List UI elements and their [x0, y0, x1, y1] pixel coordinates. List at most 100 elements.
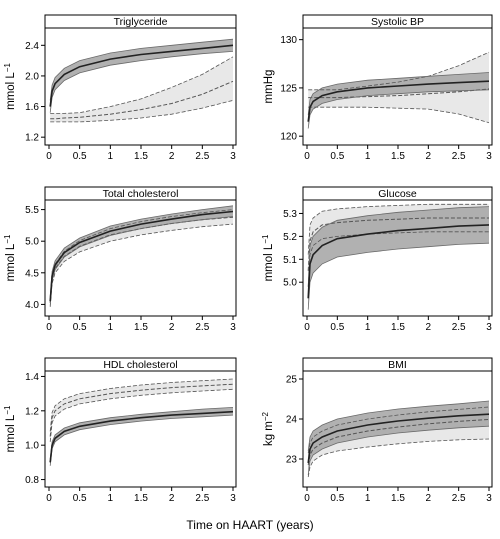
y-tick-label: 120	[280, 132, 297, 143]
x-tick-label: 2.5	[195, 322, 209, 333]
x-tick-label: 3	[486, 151, 492, 162]
x-tick-label: 2	[169, 151, 175, 162]
ci-upper-line-1	[307, 203, 489, 255]
y-tick-label: 1.6	[25, 102, 39, 113]
x-tick-label: 1.5	[134, 493, 148, 504]
panel-strip	[302, 14, 493, 29]
x-tick-label: 0	[46, 322, 52, 333]
ci-upper-line-1	[308, 51, 490, 91]
ci-upper-line-1	[307, 406, 490, 454]
x-tick-label: 3	[230, 322, 236, 333]
ci-band-0	[308, 401, 489, 475]
ci-upper-line-1	[50, 56, 234, 114]
series-line-0	[307, 413, 490, 464]
panel-title: HDL cholesterol	[103, 359, 177, 371]
y-tick-label: 1.0	[25, 441, 39, 452]
ci-upper-line-0	[49, 38, 234, 101]
x-tick-label: 1	[365, 151, 371, 162]
series-line-0	[49, 210, 234, 302]
x-tick-label: 2	[426, 493, 432, 504]
x-tick-label: 1	[108, 493, 114, 504]
y-tick-label: 1.4	[25, 372, 39, 383]
panel-strip	[44, 14, 237, 29]
y-tick-label: 5.0	[283, 278, 297, 289]
ci-lower-line-0	[49, 414, 234, 466]
x-tick-label: 0	[46, 151, 52, 162]
ci-lower-line-1	[49, 223, 234, 307]
panel-title: Systolic BP	[371, 16, 424, 28]
x-tick-label: 3	[230, 151, 236, 162]
series-line-1	[49, 383, 234, 437]
x-tick-label: 2.5	[452, 493, 466, 504]
x-tick-label: 1	[108, 151, 114, 162]
y-tick-label: 25	[286, 375, 298, 386]
ci-band-0	[50, 407, 234, 466]
panel-5: BMI 0 0.5 1 1.5 2 2.5 3 23 24 25 kg m−2	[261, 357, 493, 504]
panel-title: Total cholesterol	[103, 188, 179, 200]
x-tick-label: 1.5	[391, 151, 405, 162]
panel-0: Triglyceride 0 0.5 1 1.5 2 2.5 3 1.2 1.6 2.0 2.4 mmo…	[3, 14, 237, 162]
panel-strip	[44, 186, 237, 201]
panel-title: Triglyceride	[114, 16, 168, 28]
panel-strip	[302, 357, 493, 372]
y-tick-label: 4.0	[25, 300, 39, 311]
y-tick-label: 24	[286, 415, 298, 426]
x-tick-label: 3	[486, 493, 492, 504]
y-axis-label: mmol L−1	[3, 405, 17, 452]
ci-lower-line-0	[49, 216, 234, 306]
panel-title: Glucose	[378, 188, 417, 200]
panel-strip	[302, 186, 493, 201]
series-line-1	[49, 216, 234, 304]
y-axis-label: mmHg	[263, 70, 275, 104]
x-tick-label: 2.5	[195, 151, 209, 162]
x-tick-label: 0	[304, 493, 310, 504]
ci-band-0	[50, 39, 234, 113]
series-line-1	[308, 88, 490, 99]
ci-band-0	[308, 72, 489, 129]
x-tick-label: 0	[304, 322, 310, 333]
y-tick-label: 5.2	[283, 232, 297, 243]
ci-band-1	[50, 209, 234, 307]
x-tick-label: 1	[108, 322, 114, 333]
x-tick-label: 1	[365, 493, 371, 504]
y-tick-label: 5.3	[283, 209, 297, 220]
ci-lower-line-0	[307, 89, 490, 129]
ci-lower-line-0	[49, 51, 234, 113]
y-tick-label: 125	[280, 83, 297, 94]
ci-band-0	[308, 206, 489, 310]
ci-lower-line-1	[307, 231, 489, 287]
y-tick-label: 2.4	[25, 41, 39, 52]
panel-border	[44, 357, 237, 488]
x-tick-label: 1	[365, 322, 371, 333]
ci-upper-line-0	[307, 400, 490, 452]
x-tick-label: 0.5	[330, 151, 344, 162]
y-tick-label: 0.8	[25, 475, 39, 486]
panel-title: BMI	[388, 359, 407, 371]
ci-lower-line-1	[50, 100, 234, 123]
x-tick-label: 1.5	[134, 151, 148, 162]
x-tick-label: 0.5	[73, 151, 87, 162]
x-tick-label: 2	[169, 322, 175, 333]
panel-strip	[44, 357, 237, 372]
series-line-1	[307, 418, 490, 466]
ci-upper-line-1	[49, 378, 234, 432]
ci-lower-line-0	[307, 242, 490, 310]
x-tick-label: 0.5	[73, 322, 87, 333]
x-tick-label: 2	[426, 151, 432, 162]
x-tick-label: 2	[169, 493, 175, 504]
ci-band-1	[50, 56, 234, 122]
ci-band-0	[50, 205, 234, 306]
y-axis-label: mmol L−1	[3, 234, 17, 281]
x-tick-label: 0	[304, 151, 310, 162]
series-line-0	[307, 224, 490, 299]
x-tick-label: 2.5	[452, 322, 466, 333]
x-tick-label: 0.5	[330, 322, 344, 333]
x-tick-label: 3	[486, 322, 492, 333]
y-tick-label: 5.5	[25, 205, 39, 216]
ci-upper-line-0	[49, 407, 234, 459]
ci-lower-line-1	[307, 438, 490, 478]
y-axis-label: mmol L−1	[3, 63, 17, 110]
ci-band-1	[50, 379, 234, 442]
x-tick-label: 0.5	[330, 493, 344, 504]
ci-upper-line-0	[307, 72, 490, 115]
